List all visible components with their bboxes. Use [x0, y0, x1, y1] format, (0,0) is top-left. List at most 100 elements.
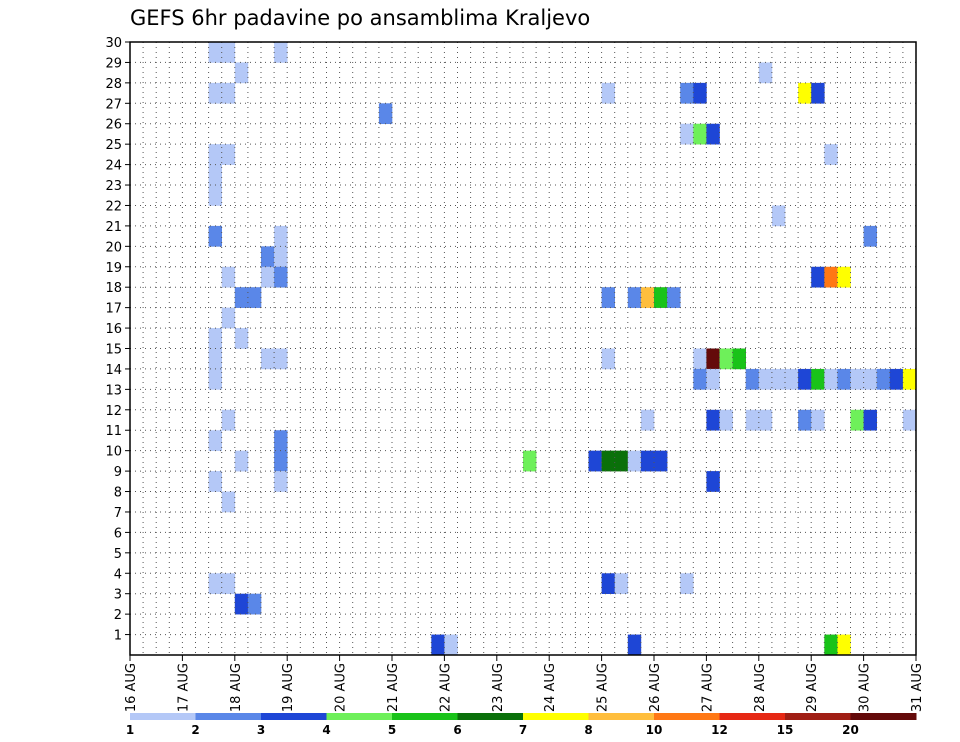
heatmap-cell: [680, 123, 694, 145]
x-tick-label: 30 AUG: [858, 663, 873, 712]
legend-swatch: [457, 713, 524, 720]
heatmap-cell: [693, 348, 707, 370]
heatmap-cell: [208, 328, 222, 349]
heatmap-cell: [706, 123, 720, 145]
heatmap-cell: [837, 266, 851, 288]
heatmap-cell: [798, 409, 812, 431]
x-tick-label: 26 AUG: [648, 663, 663, 712]
legend-swatch: [261, 713, 327, 720]
legend-label: 10: [646, 723, 663, 737]
legend-swatch: [130, 713, 196, 720]
heatmap-cell: [523, 450, 537, 472]
heatmap-cell: [771, 368, 786, 390]
heatmap-cell: [758, 409, 773, 431]
legend-label: 4: [322, 723, 330, 737]
heatmap-cell: [208, 348, 222, 370]
heatmap-cell: [837, 368, 851, 390]
legend-label: 1: [126, 723, 134, 737]
legend-swatch: [785, 713, 851, 720]
x-tick-label: 31 AUG: [910, 663, 925, 712]
y-tick-label: 27: [105, 97, 122, 112]
heatmap-cell: [640, 450, 655, 472]
heatmap-cell: [221, 307, 236, 329]
legend-swatch: [654, 713, 720, 720]
y-tick-label: 2: [114, 608, 122, 623]
y-tick-label: 25: [105, 138, 122, 153]
heatmap-cell: [719, 348, 733, 370]
heatmap-cell: [824, 368, 838, 390]
heatmap-cell: [758, 62, 773, 84]
heatmap-cell: [667, 287, 681, 308]
heatmap-cell: [221, 42, 236, 63]
heatmap-cell: [208, 471, 222, 492]
heatmap-cell: [274, 430, 288, 451]
heatmap-cell: [876, 368, 891, 390]
heatmap-cell: [221, 82, 236, 104]
legend-swatch: [850, 713, 917, 720]
y-tick-label: 11: [105, 424, 122, 439]
heatmap-cell: [627, 287, 642, 308]
heatmap-cell: [221, 144, 236, 165]
y-tick-label: 24: [105, 159, 122, 174]
heatmap-cell: [208, 185, 222, 206]
heatmap-cell: [221, 573, 236, 594]
heatmap-cell: [798, 368, 812, 390]
y-tick-label: 7: [114, 506, 122, 521]
y-tick-label: 18: [105, 281, 122, 296]
x-tick-label: 22 AUG: [438, 663, 453, 712]
heatmap-cell: [208, 82, 222, 104]
heatmap-cell: [811, 82, 825, 104]
heatmap-cell: [261, 246, 275, 268]
legend-label: 12: [711, 723, 728, 737]
heatmap-cell: [261, 348, 275, 370]
heatmap-cell: [693, 368, 707, 390]
heatmap-cell: [261, 266, 275, 288]
heatmap-cell: [785, 368, 799, 390]
legend-swatch: [588, 713, 655, 720]
x-tick-label: 29 AUG: [805, 663, 820, 712]
y-tick-label: 16: [105, 322, 122, 337]
legend-label: 20: [842, 723, 859, 737]
heatmap-cell: [601, 287, 615, 308]
heatmap-cell: [274, 450, 288, 472]
heatmap-cell: [758, 368, 773, 390]
heatmap-cell: [601, 82, 615, 104]
y-tick-label: 6: [114, 526, 122, 541]
heatmap-cell: [274, 471, 288, 492]
y-tick-label: 1: [114, 629, 122, 644]
gridlines: [130, 42, 916, 655]
heatmap-cell: [614, 450, 629, 472]
heatmap-cell: [221, 491, 236, 513]
heatmap-cell: [811, 368, 825, 390]
legend-label: 2: [191, 723, 199, 737]
heatmap-cell: [208, 144, 222, 165]
legend-swatch: [392, 713, 458, 720]
heatmap-cell: [771, 205, 786, 227]
heatmap-cell: [693, 123, 707, 145]
y-tick-label: 19: [105, 261, 122, 276]
y-tick-label: 8: [114, 486, 122, 501]
x-tick-label: 18 AUG: [229, 663, 244, 712]
legend-label: 15: [777, 723, 794, 737]
heatmap-cell: [274, 348, 288, 370]
heatmap-cell: [247, 593, 262, 615]
heatmap-cell: [863, 409, 877, 431]
heatmap-cell: [614, 573, 629, 594]
y-tick-label: 22: [105, 199, 122, 214]
heatmap-cell: [221, 409, 236, 431]
heatmap-cell: [706, 471, 720, 492]
heatmap-cell: [798, 82, 812, 104]
y-tick-label: 3: [114, 588, 122, 603]
heatmap-cell: [274, 42, 288, 63]
heatmap-cell: [208, 430, 222, 451]
heatmap-cell: [811, 266, 825, 288]
y-tick-label: 29: [105, 56, 122, 71]
heatmap-cell: [247, 287, 262, 308]
heatmap-cell: [234, 62, 249, 84]
y-tick-label: 9: [114, 465, 122, 480]
heatmap-cell: [234, 593, 249, 615]
heatmap-cell: [588, 450, 602, 472]
heatmap-cell: [208, 225, 222, 247]
heatmap-cell: [654, 287, 668, 308]
